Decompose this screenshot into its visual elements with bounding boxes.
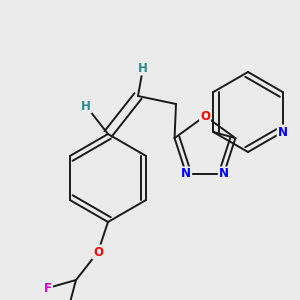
- Text: H: H: [138, 61, 148, 74]
- Text: O: O: [200, 110, 210, 122]
- Text: F: F: [44, 281, 52, 295]
- Text: N: N: [219, 167, 229, 180]
- Text: O: O: [93, 245, 103, 259]
- Text: H: H: [81, 100, 91, 112]
- Text: N: N: [278, 125, 288, 139]
- Text: N: N: [181, 167, 191, 180]
